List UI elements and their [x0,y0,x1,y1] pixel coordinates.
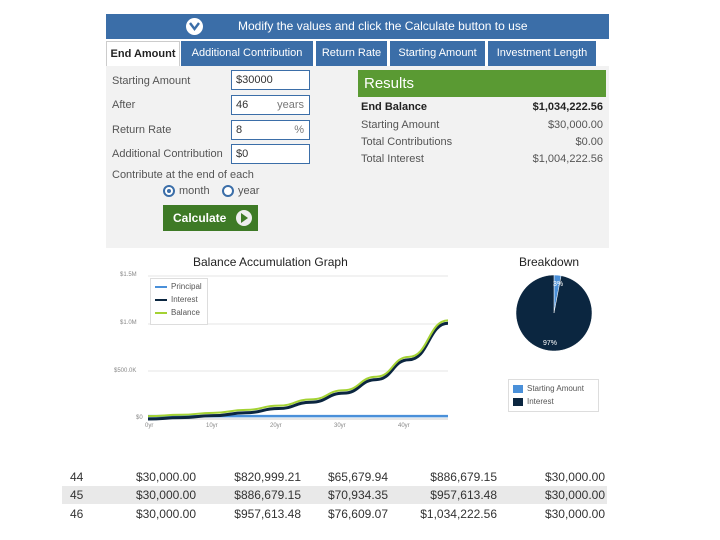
return-rate-label: Return Rate [112,124,172,136]
result-starting-amount: Starting Amount $30,000.00 [361,119,603,136]
table-cell: $30,000.00 [135,470,196,484]
radio-year-label: year [238,185,260,197]
radio-month[interactable] [163,185,175,197]
tab-starting-amount[interactable]: Starting Amount [390,41,487,66]
result-total-interest: Total Interest $1,004,222.56 [361,153,603,170]
pie-large-label: 97% [543,340,558,347]
interest-line [148,321,448,421]
balance-line-chart [148,275,448,421]
table-cell: 44 [70,470,84,484]
return-rate-value: 8 [236,124,243,136]
pie-small-label: 3% [553,281,564,288]
legend-interest: Interest [527,397,554,406]
result-label: Starting Amount [361,119,440,131]
y-tick: $1.0M [120,320,137,326]
legend-swatch [513,398,523,406]
breakdown-legend: Starting Amount Interest [508,379,599,412]
results-header: Results [358,70,606,97]
table-cell: $957,613.48 [430,488,497,502]
years-unit: years [277,99,304,111]
table-cell: $30,000.00 [544,507,605,521]
table-row: 45 $30,000.00 $886,679.15 $70,934.35 $95… [62,486,607,504]
table-cell: $70,934.35 [327,488,388,502]
legend-balance: Balance [171,308,200,317]
calculate-button[interactable]: Calculate [163,205,258,231]
table-row: 46 $30,000.00 $957,613.48 $76,609.07 $1,… [62,505,607,523]
tab-investment-length[interactable]: Investment Length [488,41,598,66]
table-cell: $30,000.00 [544,488,605,502]
legend-swatch [155,299,167,301]
y-tick: $0 [136,415,143,421]
tab-additional-contribution[interactable]: Additional Contribution [181,41,315,66]
radio-month-label: month [179,185,210,197]
legend-principal: Principal [171,282,202,291]
legend-swatch [155,286,167,288]
percent-unit: % [294,124,304,136]
table-cell: $1,034,222.56 [420,507,497,521]
after-input[interactable]: 46 years [231,95,310,115]
table-cell: $886,679.15 [234,488,301,502]
radio-year[interactable] [222,185,234,197]
starting-amount-input[interactable]: $30000 [231,70,310,90]
table-cell: $30,000.00 [135,507,196,521]
y-tick: $1.5M [120,272,137,278]
result-total-contributions: Total Contributions $0.00 [361,136,603,153]
after-value: 46 [236,99,249,111]
table-cell: $886,679.15 [430,470,497,484]
result-value: $1,034,222.56 [532,101,603,113]
x-tick: 30yr [334,423,346,429]
play-arrow-icon [236,210,252,226]
table-cell: $30,000.00 [544,470,605,484]
x-tick: 10yr [206,423,218,429]
after-label: After [112,99,136,111]
calculate-label: Calculate [173,211,227,225]
additional-contribution-input[interactable]: $0 [231,144,310,164]
table-cell: $76,609.07 [327,507,388,521]
x-tick: 0yr [145,423,154,429]
additional-contribution-label: Additional Contribution [112,148,223,160]
result-label: Total Interest [361,153,424,165]
table-cell: $30,000.00 [135,488,196,502]
pie-slice-interest [515,274,593,352]
result-label: End Balance [361,101,428,113]
result-label: Total Contributions [361,136,453,148]
graph-legend: Principal Interest Balance [150,278,208,325]
return-rate-input[interactable]: 8 % [231,120,310,140]
breakdown-title: Breakdown [519,255,580,269]
breakdown-pie-chart [515,274,593,352]
balance-line [148,319,448,418]
result-value: $1,004,222.56 [532,153,603,165]
chevron-down-icon[interactable] [186,18,203,35]
table-row: 44 $30,000.00 $820,999.21 $65,679.94 $88… [62,468,607,486]
table-cell: 46 [70,507,84,521]
table-cell: $65,679.94 [327,470,388,484]
starting-amount-label: Starting Amount [112,75,191,87]
x-tick: 40yr [398,423,410,429]
result-value: $0.00 [575,136,603,148]
y-tick: $500.0K [114,368,137,374]
result-end-balance: End Balance $1,034,222.56 [361,101,603,118]
tab-return-rate[interactable]: Return Rate [316,41,389,66]
legend-swatch [155,312,167,314]
x-tick: 20yr [270,423,282,429]
tab-end-amount[interactable]: End Amount [106,41,180,66]
graph-title: Balance Accumulation Graph [193,255,348,269]
table-cell: $957,613.48 [234,507,301,521]
contribute-label: Contribute at the end of each [112,169,254,181]
legend-starting-amount: Starting Amount [527,384,584,393]
legend-interest: Interest [171,295,198,304]
table-cell: 45 [70,488,84,502]
top-banner[interactable]: Modify the values and click the Calculat… [106,14,609,39]
result-value: $30,000.00 [547,119,603,131]
table-cell: $820,999.21 [234,470,301,484]
banner-text: Modify the values and click the Calculat… [238,19,528,33]
legend-swatch [513,385,523,393]
